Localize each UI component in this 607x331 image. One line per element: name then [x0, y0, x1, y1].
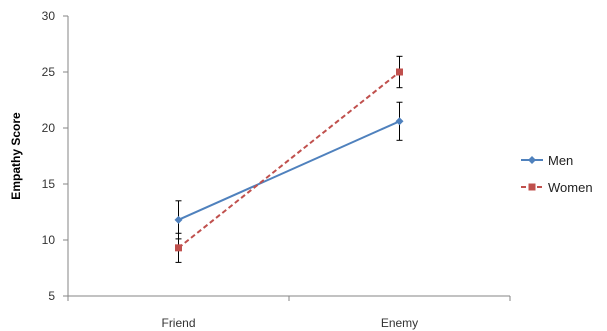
- series-line: [177, 71, 401, 249]
- x-tick-label: Friend: [161, 316, 195, 330]
- legend-label: Men: [548, 153, 573, 168]
- y-tick-label: 30: [42, 9, 56, 23]
- y-ticks: 5 10 15 20 25 30: [42, 9, 68, 303]
- y-tick-label: 5: [48, 289, 55, 303]
- legend: Men Women: [521, 153, 593, 195]
- axes: [67, 16, 510, 297]
- legend-marker: [528, 156, 536, 164]
- legend-item: Men: [521, 153, 573, 168]
- y-tick-label: 20: [42, 121, 56, 135]
- series-women: [175, 55, 403, 263]
- legend-marker: [528, 183, 536, 191]
- y-axis-title: Empathy Score: [9, 112, 23, 200]
- data-point: [395, 117, 404, 126]
- data-point: [174, 215, 183, 224]
- data-point: [396, 68, 403, 76]
- legend-item: Women: [521, 180, 593, 195]
- y-tick-label: 15: [42, 177, 56, 191]
- y-tick-label: 10: [42, 233, 56, 247]
- series-men: [174, 101, 404, 240]
- legend-label: Women: [548, 180, 593, 195]
- y-tick-label: 25: [42, 65, 56, 79]
- x-tick-label: Enemy: [381, 316, 418, 330]
- x-ticks: Friend Enemy: [67, 296, 511, 330]
- data-point: [175, 244, 182, 252]
- series-line: [178, 120, 400, 221]
- series-layer: [174, 55, 404, 263]
